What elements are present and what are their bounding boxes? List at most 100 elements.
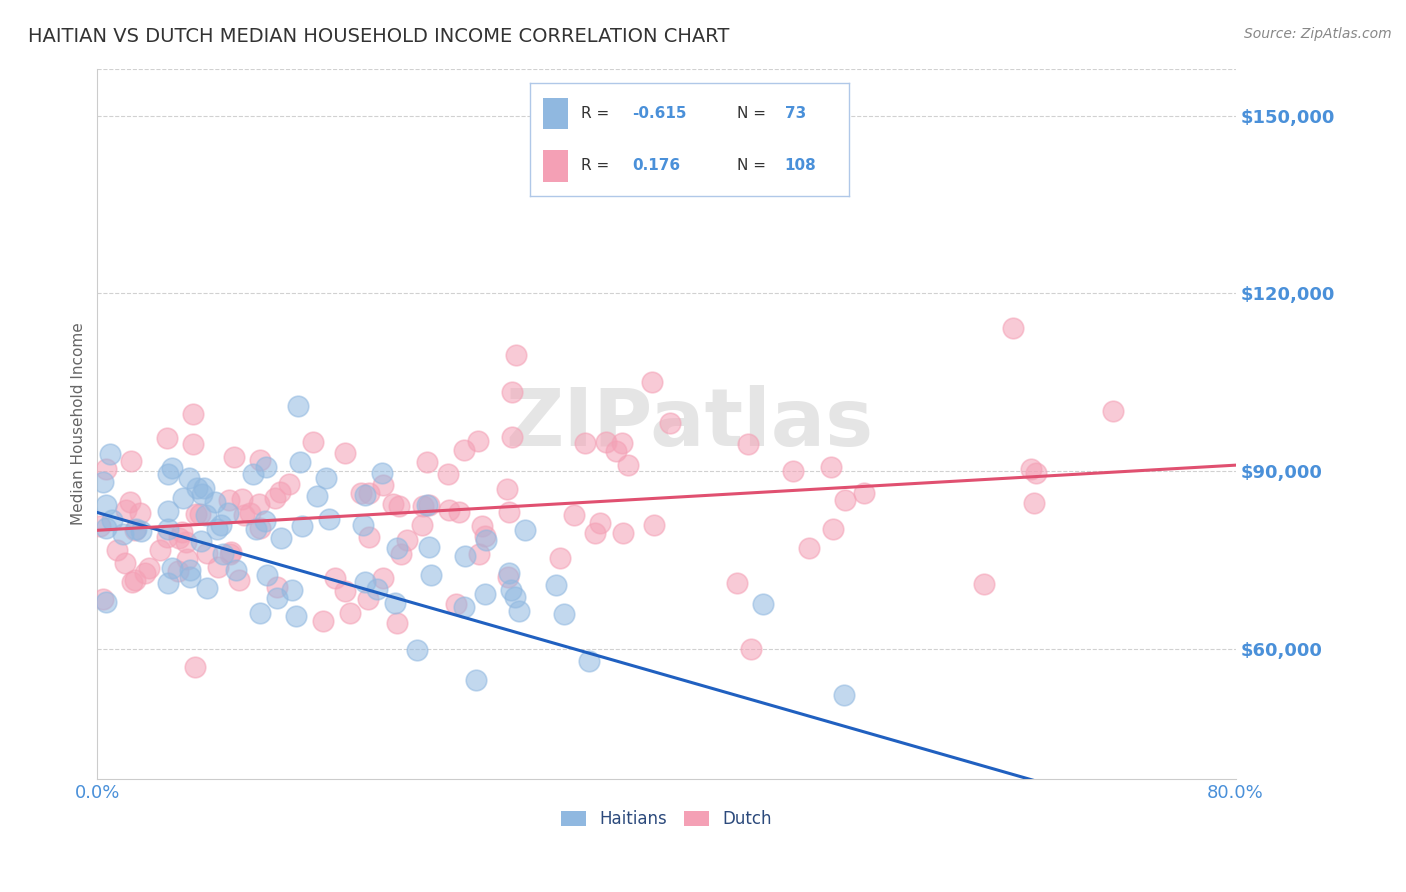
Point <box>91 592 114 607</box>
Point <box>1025 466 1047 480</box>
Point <box>508 604 530 618</box>
Point <box>287 399 309 413</box>
Point <box>513 523 536 537</box>
Point <box>371 477 394 491</box>
Point <box>751 597 773 611</box>
Point <box>725 576 748 591</box>
Point <box>548 550 571 565</box>
Point <box>254 460 277 475</box>
Point <box>474 587 496 601</box>
Point <box>416 498 439 512</box>
Point <box>174 535 197 549</box>
Point <box>254 514 277 528</box>
Point <box>616 458 638 473</box>
Point <box>467 434 489 448</box>
Point <box>266 580 288 594</box>
Point <box>284 608 307 623</box>
Y-axis label: Median Household Income: Median Household Income <box>72 322 86 525</box>
Point <box>177 471 200 485</box>
Point <box>333 446 356 460</box>
Point <box>387 499 409 513</box>
Point <box>501 582 523 597</box>
Point <box>475 533 498 547</box>
Point <box>820 460 842 475</box>
Point <box>183 660 205 674</box>
Point <box>574 436 596 450</box>
Point <box>418 540 440 554</box>
Point <box>288 454 311 468</box>
Point <box>468 548 491 562</box>
Point <box>195 582 218 596</box>
Point <box>583 526 606 541</box>
Point <box>420 567 443 582</box>
Point <box>350 486 373 500</box>
Point <box>157 504 180 518</box>
Point <box>149 542 172 557</box>
Point <box>166 564 188 578</box>
Point <box>659 416 682 430</box>
Point <box>354 574 377 589</box>
Point <box>474 529 496 543</box>
Point <box>412 499 434 513</box>
Point <box>249 606 271 620</box>
Point <box>238 506 260 520</box>
Point <box>212 547 235 561</box>
Point <box>224 450 246 464</box>
Point <box>505 348 527 362</box>
Point <box>356 592 378 607</box>
Point <box>242 467 264 482</box>
Text: HAITIAN VS DUTCH MEDIAN HOUSEHOLD INCOME CORRELATION CHART: HAITIAN VS DUTCH MEDIAN HOUSEHOLD INCOME… <box>28 27 730 45</box>
Point <box>124 573 146 587</box>
Point <box>94 521 117 535</box>
Point <box>782 464 804 478</box>
Point <box>94 498 117 512</box>
Point <box>232 508 254 523</box>
Point <box>498 505 520 519</box>
Point <box>118 495 141 509</box>
Point <box>114 557 136 571</box>
Point <box>245 522 267 536</box>
Point <box>371 467 394 481</box>
Point <box>395 533 418 547</box>
Point <box>471 519 494 533</box>
Point <box>157 522 180 536</box>
Point <box>610 436 633 450</box>
Point <box>249 453 271 467</box>
Point <box>249 521 271 535</box>
Point <box>217 506 239 520</box>
Point <box>91 475 114 489</box>
Point <box>453 443 475 458</box>
Point <box>832 689 855 703</box>
Point <box>418 498 440 512</box>
Point <box>190 507 212 521</box>
Point <box>98 447 121 461</box>
Point <box>183 437 205 451</box>
Point <box>578 655 600 669</box>
Point <box>405 642 427 657</box>
Point <box>120 454 142 468</box>
Point <box>853 486 876 500</box>
Point <box>218 492 240 507</box>
Point <box>195 546 218 560</box>
Point <box>384 596 406 610</box>
Point <box>823 522 845 536</box>
Point <box>498 566 520 581</box>
Point <box>209 517 232 532</box>
Point <box>595 434 617 449</box>
Point <box>270 531 292 545</box>
Point <box>179 563 201 577</box>
Point <box>269 485 291 500</box>
Point <box>160 461 183 475</box>
Point <box>1002 321 1025 335</box>
Point <box>225 563 247 577</box>
Point <box>453 549 475 564</box>
Point <box>186 507 208 521</box>
Point <box>228 573 250 587</box>
Point <box>115 503 138 517</box>
Point <box>737 437 759 451</box>
Point <box>157 467 180 481</box>
Point <box>156 576 179 591</box>
Point <box>281 582 304 597</box>
Point <box>973 577 995 591</box>
Point <box>231 491 253 506</box>
